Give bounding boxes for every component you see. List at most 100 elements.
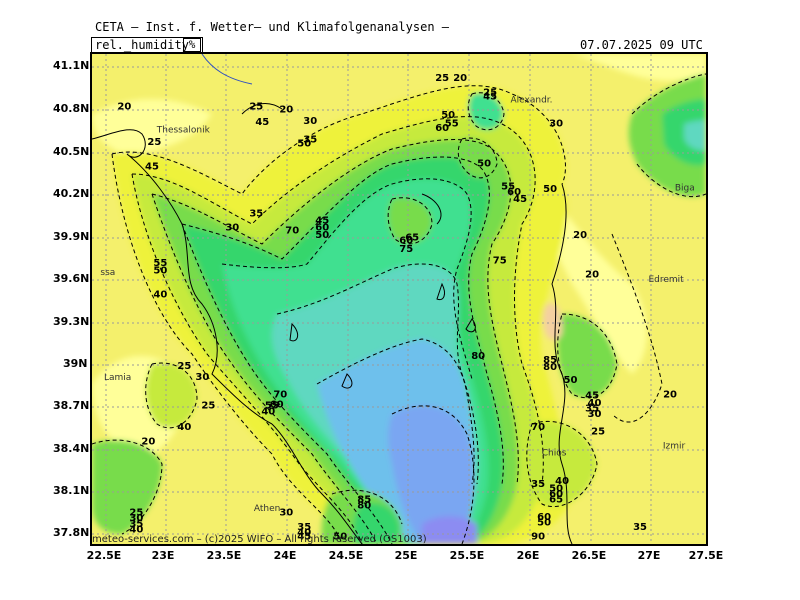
lat-tick: 40.2N bbox=[53, 187, 90, 200]
contour-value-label: 40 bbox=[153, 290, 167, 301]
contour-value-label: 50 bbox=[153, 265, 167, 276]
city-label: Thessalonik bbox=[156, 125, 211, 135]
contour-value-label: 30 bbox=[129, 513, 143, 524]
contour-value-label: 65 bbox=[405, 233, 419, 244]
lat-tick: 41.1N bbox=[53, 59, 90, 72]
graticule bbox=[92, 54, 706, 544]
contour-value-label: 50 bbox=[477, 159, 491, 170]
unit-label: % bbox=[183, 38, 201, 52]
contour-value-label: 60 bbox=[270, 399, 284, 410]
fill-wet bbox=[684, 120, 706, 151]
contour-value-label: 60 bbox=[507, 187, 521, 198]
contour-value-label: 30 bbox=[303, 116, 317, 127]
contour-value-label: 70 bbox=[273, 389, 287, 400]
fill-moist bbox=[557, 314, 617, 398]
contour-value-label: 25 bbox=[483, 87, 497, 98]
fill-moist bbox=[388, 197, 432, 244]
contour-value-label: 25 bbox=[435, 73, 449, 84]
contour-value-label: 60 bbox=[399, 235, 413, 246]
lon-tick: 24E bbox=[273, 549, 297, 562]
contour-value-label: 55 bbox=[153, 258, 167, 269]
lon-tick: 27E bbox=[637, 549, 661, 562]
city-label: Biga bbox=[675, 184, 695, 194]
contour-value-label: 60 bbox=[435, 123, 449, 134]
lat-tick: 39.3N bbox=[53, 315, 90, 328]
contour-value-label: 25 bbox=[129, 508, 143, 519]
lon-tick: 27.5E bbox=[688, 549, 724, 562]
contour-value-label: 25 bbox=[177, 361, 191, 372]
lon-tick: 22.5E bbox=[86, 549, 122, 562]
city-layer: Thessalonik ssa Lamia Athen Alexandr. Biga Edr… bbox=[100, 95, 694, 514]
lon-tick: 25.5E bbox=[449, 549, 485, 562]
contour-value-label: 50 bbox=[297, 139, 311, 150]
city-label: ssa bbox=[100, 268, 115, 278]
lon-tick: 26.5E bbox=[571, 549, 607, 562]
contour-value-label: 85 bbox=[543, 355, 557, 366]
contour-value-label: 55 bbox=[445, 119, 459, 130]
contour-value-label: 75 bbox=[399, 244, 413, 255]
lat-tick: 39.9N bbox=[53, 230, 90, 243]
contour-value-label: 45 bbox=[513, 194, 527, 205]
contour-value-label: 20 bbox=[117, 102, 131, 113]
lon-tick: 23E bbox=[151, 549, 175, 562]
contour-value-label: 35 bbox=[585, 404, 599, 415]
contour-value-label: 35 bbox=[303, 134, 317, 145]
contour-value-label: 35 bbox=[633, 522, 647, 533]
contour-value-label: 90 bbox=[531, 532, 545, 543]
contour-value-label: 30 bbox=[588, 409, 602, 420]
contour-value-label: 45 bbox=[483, 92, 497, 103]
contour-value-label: 40 bbox=[588, 398, 602, 409]
contour-value-label: 50 bbox=[333, 532, 347, 543]
contour-value-label: 50 bbox=[441, 110, 455, 121]
fill-very-dry bbox=[92, 54, 706, 374]
city-label: Chios bbox=[542, 449, 567, 459]
contour-value-label: 40 bbox=[129, 525, 143, 536]
lat-tick: 38.7N bbox=[53, 399, 90, 412]
lat-tick: 39.6N bbox=[53, 272, 90, 285]
contour-value-label: 70 bbox=[531, 422, 545, 433]
contour-value-label: 60 bbox=[549, 489, 563, 500]
contour-value-label: 40 bbox=[555, 476, 569, 487]
city-label: Athen bbox=[254, 504, 280, 514]
contour-value-label: 30 bbox=[279, 508, 293, 519]
contour-value-label: 35 bbox=[129, 519, 143, 530]
lat-tick: 39N bbox=[63, 357, 88, 370]
contour-value-label: 25 bbox=[249, 102, 263, 113]
contour-value-label: 80 bbox=[357, 500, 371, 511]
contour-value-label: 20 bbox=[141, 436, 155, 447]
lon-tick: 25E bbox=[394, 549, 418, 562]
contour-value-label: 35 bbox=[249, 208, 263, 219]
contour-value-label: 40 bbox=[177, 422, 191, 433]
contour-value-label: 45 bbox=[255, 117, 269, 128]
fill-wet bbox=[468, 92, 504, 130]
valid-datetime: 07.07.2025 09 UTC bbox=[580, 38, 703, 52]
contour-value-label: 20 bbox=[663, 389, 677, 400]
contour-value-label: 35 bbox=[297, 522, 311, 533]
contour-value-label: 50 bbox=[537, 517, 551, 528]
contour-value-label: 45 bbox=[145, 161, 159, 172]
contour-value-label: 80 bbox=[471, 351, 485, 362]
contour-value-label: 60 bbox=[537, 512, 551, 523]
contour-value-label: 55 bbox=[265, 401, 279, 412]
contour-value-label: 30 bbox=[195, 372, 209, 383]
city-label: Izmir bbox=[663, 442, 686, 452]
contour-value-label: 50 bbox=[564, 375, 578, 386]
humidity-map: Thessalonik ssa Lamia Athen Alexandr. Biga Edr… bbox=[92, 54, 706, 544]
contour-value-label: 45 bbox=[297, 532, 311, 543]
contour-value-label: 25 bbox=[591, 426, 605, 437]
copyright-text: meteo-services.com – (c)2025 WIFO – All … bbox=[92, 534, 427, 544]
lat-tick: 38.1N bbox=[53, 484, 90, 497]
contour-value-label: 35 bbox=[531, 479, 545, 490]
lon-tick: 23.5E bbox=[206, 549, 242, 562]
lat-tick: 37.8N bbox=[53, 526, 90, 539]
fill-saturated bbox=[388, 405, 474, 544]
contour-value-label: 55 bbox=[501, 181, 515, 192]
app-title: CETA – Inst. f. Wetter– und Klimafolgena… bbox=[95, 20, 450, 34]
contour-value-label: 50 bbox=[315, 230, 329, 241]
contour-value-label: 65 bbox=[549, 495, 563, 506]
contour-value-label: 60 bbox=[315, 223, 329, 234]
contour-value-label: 40 bbox=[297, 527, 311, 538]
contour-value-label: 20 bbox=[453, 73, 467, 84]
river bbox=[201, 54, 253, 85]
